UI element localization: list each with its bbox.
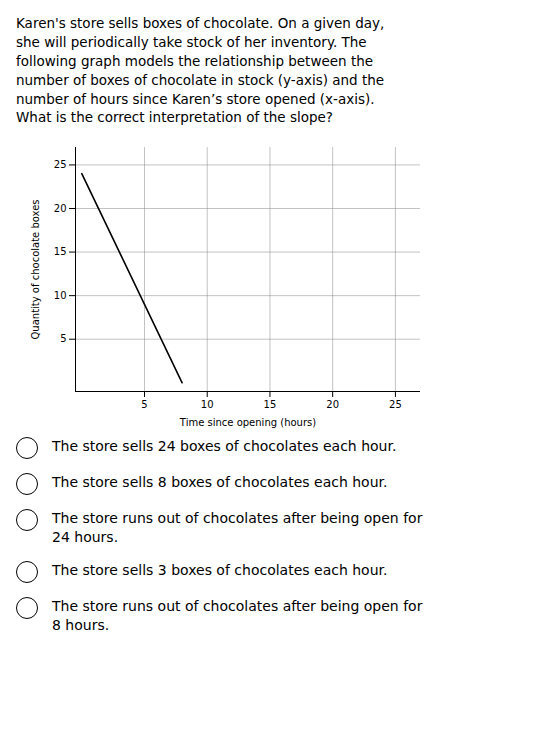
svg-text:10: 10 [201, 399, 214, 410]
svg-text:10: 10 [54, 290, 67, 301]
svg-text:Quantity of chocolate boxes: Quantity of chocolate boxes [30, 200, 41, 340]
svg-text:5: 5 [141, 399, 147, 410]
html-text:The store runs out of chocolat: The store runs out of chocolates after b… [52, 598, 423, 633]
svg-text:15: 15 [54, 247, 67, 258]
svg-text:15: 15 [264, 399, 277, 410]
svg-text:Time since opening (hours): Time since opening (hours) [179, 417, 316, 428]
svg-text:25: 25 [389, 399, 402, 410]
html-text:The store sells 3 boxes of cho: The store sells 3 boxes of chocolates ea… [52, 562, 388, 579]
html-text:The store sells 24 boxes of ch: The store sells 24 boxes of chocolates e… [52, 438, 397, 455]
svg-text:20: 20 [54, 203, 67, 214]
html-text:The store runs out of chocolat: The store runs out of chocolates after b… [52, 510, 423, 546]
html-text:Karen's store sells boxes of c: Karen's store sells boxes of chocolate. … [16, 15, 385, 126]
svg-text:5: 5 [60, 334, 66, 345]
svg-text:20: 20 [326, 399, 339, 410]
html-text:The store sells 8 boxes of cho: The store sells 8 boxes of chocolates ea… [52, 474, 388, 491]
svg-text:25: 25 [54, 159, 67, 170]
